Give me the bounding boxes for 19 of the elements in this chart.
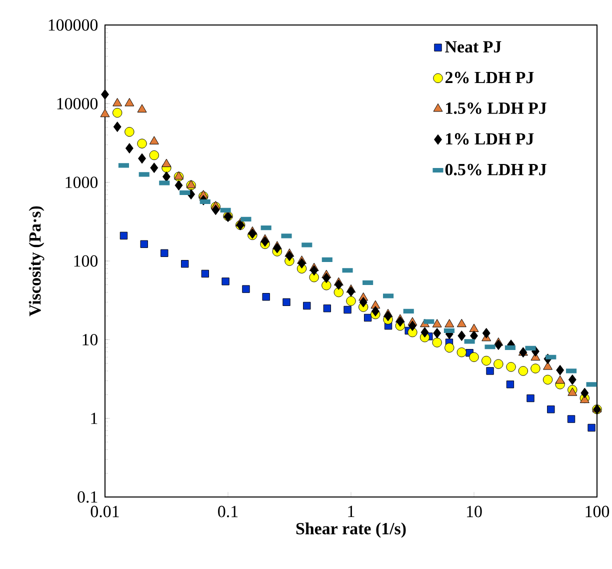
x-tick-label: 1 [348, 506, 354, 517]
y-tick-label: 1000 [66, 176, 98, 188]
legend-label: Neat PJ [445, 41, 502, 53]
legend-label: 1.5% LDH PJ [446, 102, 546, 114]
y-tick-label: 10000 [57, 98, 98, 110]
y-tick-label: 100 [74, 255, 98, 267]
y-tick-label: 1 [91, 412, 98, 424]
y-tick-label: 10 [82, 334, 98, 346]
y-tick-label: 0.1 [78, 491, 98, 503]
x-tick-label: 10 [467, 506, 482, 518]
x-tick-label: 100 [586, 506, 610, 518]
y-tick-label: 100000 [48, 19, 98, 31]
x-axis-title: Shear rate (1/s) [296, 522, 406, 538]
legend-label: 1% LDH PJ [446, 133, 534, 145]
legend-label: 2% LDH PJ [445, 72, 534, 84]
y-axis-title: Viscosity (Pa·s) [28, 206, 44, 316]
x-tick-label: 0.1 [218, 506, 238, 518]
x-tick-label: 0.01 [90, 506, 119, 518]
legend-label: 0.5% LDH PJ [445, 164, 546, 176]
